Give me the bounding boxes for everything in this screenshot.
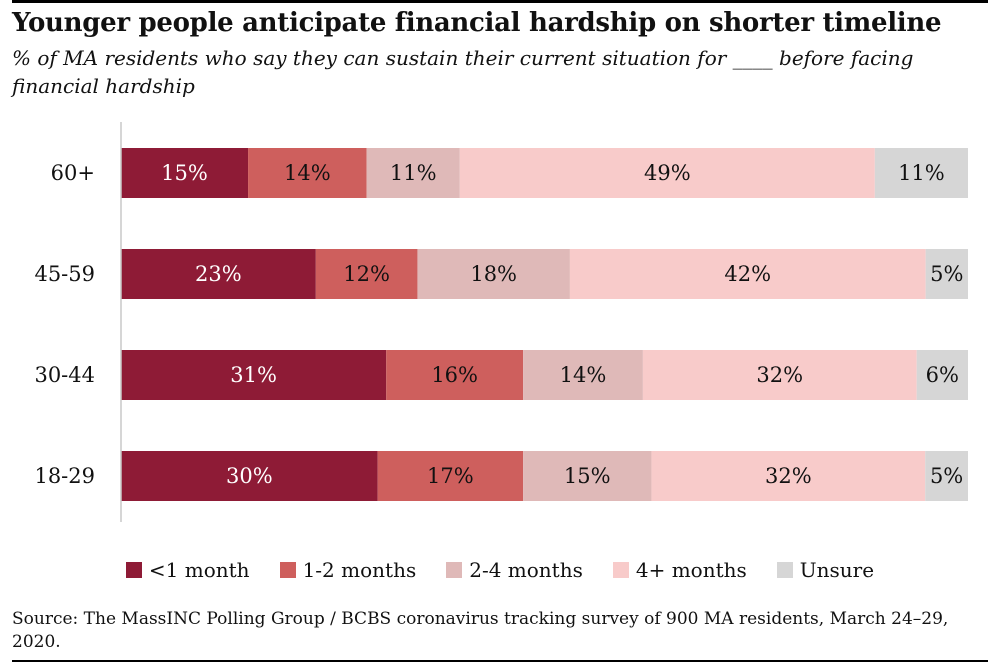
legend-label: <1 month	[148, 558, 250, 582]
top-rule	[12, 0, 988, 3]
data-label: 32%	[765, 464, 812, 488]
bar-segment	[121, 350, 387, 400]
chart-legend: <1 month 1-2 months 2-4 months 4+ months Uns…	[0, 558, 1000, 582]
legend-label: 4+ months	[635, 558, 747, 582]
bar-segment	[315, 249, 418, 299]
bar-segment	[366, 148, 460, 198]
data-label: 31%	[230, 363, 277, 387]
legend-label: 2-4 months	[469, 558, 583, 582]
legend-item: 2-4 months	[446, 558, 583, 582]
category-label: 18-29	[34, 464, 95, 488]
category-label: 60+	[51, 161, 95, 185]
data-label: 6%	[926, 363, 959, 387]
category-label: 45-59	[34, 262, 95, 286]
chart-title: Younger people anticipate financial hard…	[12, 8, 942, 38]
bar-segment	[874, 148, 968, 198]
legend-swatch	[446, 562, 463, 578]
data-label: 15%	[161, 161, 208, 185]
bar-segment	[925, 249, 968, 299]
data-label: 16%	[431, 363, 478, 387]
legend-item: <1 month	[125, 558, 250, 582]
data-label: 15%	[564, 464, 611, 488]
data-label: 42%	[724, 262, 771, 286]
legend-swatch	[776, 562, 793, 578]
legend-swatch	[279, 562, 296, 578]
bar-segment	[569, 249, 926, 299]
data-label: 14%	[284, 161, 331, 185]
bar-segment	[916, 350, 968, 400]
data-label: 17%	[427, 464, 474, 488]
data-label: 18%	[470, 262, 517, 286]
legend-swatch	[612, 562, 629, 578]
chart-subtitle: % of MA residents who say they can susta…	[12, 46, 914, 98]
bar-segment	[121, 249, 316, 299]
bar-segment	[386, 350, 524, 400]
category-label: 30-44	[34, 363, 95, 387]
data-label: 23%	[195, 262, 242, 286]
data-label: 11%	[390, 161, 437, 185]
bar-segment	[121, 451, 378, 501]
legend-label: 1-2 months	[302, 558, 417, 582]
source-note: Source: The MassINC Polling Group / BCBS…	[12, 609, 949, 652]
legend-item: 4+ months	[612, 558, 747, 582]
bar-segment	[377, 451, 524, 501]
data-label: 32%	[756, 363, 803, 387]
data-label: 12%	[343, 262, 390, 286]
bar-segment	[248, 148, 367, 198]
data-label: 11%	[898, 161, 945, 185]
bar-segment	[417, 249, 570, 299]
legend-label: Unsure	[799, 558, 875, 582]
bar-segment	[523, 350, 643, 400]
bar-segment	[523, 451, 652, 501]
bar-segment	[925, 451, 968, 501]
legend-item: 1-2 months	[279, 558, 417, 582]
bar-segment	[121, 148, 249, 198]
data-label: 14%	[560, 363, 607, 387]
legend-swatch	[125, 562, 142, 578]
data-label: 49%	[644, 161, 691, 185]
bottom-rule	[12, 660, 988, 662]
data-label: 5%	[930, 262, 963, 286]
bar-segment	[642, 350, 917, 400]
legend-item: Unsure	[776, 558, 875, 582]
data-label: 30%	[226, 464, 273, 488]
bar-segment	[651, 451, 926, 501]
data-label: 5%	[930, 464, 963, 488]
bar-segment	[459, 148, 875, 198]
